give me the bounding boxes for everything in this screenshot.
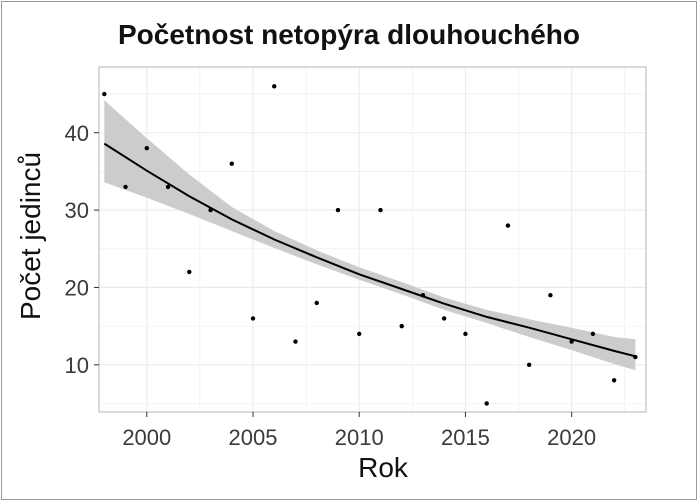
y-tick-label: 30 <box>65 198 89 223</box>
data-point <box>590 331 596 337</box>
data-point <box>187 269 192 275</box>
data-point <box>420 292 426 298</box>
data-point <box>399 323 404 329</box>
data-point <box>505 223 511 228</box>
data-point <box>293 339 298 344</box>
data-point <box>526 362 532 368</box>
data-point <box>611 378 617 383</box>
data-point <box>123 184 128 190</box>
data-point <box>441 316 447 321</box>
data-point <box>272 84 277 89</box>
data-point <box>335 207 341 213</box>
x-tick-label: 2005 <box>229 425 278 450</box>
y-tick-label: 10 <box>65 353 89 378</box>
data-points <box>102 84 638 406</box>
plot-panel <box>98 66 647 413</box>
data-point <box>102 91 107 97</box>
data-point <box>548 292 553 298</box>
data-point <box>165 184 171 190</box>
chart-title: Početnost netopýra dlouhouchého <box>118 19 580 50</box>
data-point <box>144 146 149 151</box>
x-tick-label: 2000 <box>122 425 171 450</box>
data-point <box>314 300 319 306</box>
confidence-band <box>104 100 636 371</box>
x-axis-label: Rok <box>358 452 409 483</box>
y-tick-label: 20 <box>65 275 89 300</box>
data-point <box>484 401 489 406</box>
data-point <box>378 207 383 213</box>
y-axis-label: Počet jedinců <box>15 152 46 320</box>
y-tick-label: 40 <box>65 121 89 146</box>
x-tick-label: 2015 <box>441 425 490 450</box>
x-axis-ticks: 2000 2005 2010 2015 2020 <box>122 412 596 450</box>
data-point <box>250 316 256 321</box>
data-point <box>633 354 638 360</box>
x-tick-label: 2010 <box>335 425 384 450</box>
trend-line <box>103 142 636 358</box>
data-point <box>357 331 362 337</box>
data-point <box>208 207 213 213</box>
y-axis-ticks: 10 20 30 40 <box>65 121 99 378</box>
data-point <box>463 331 468 337</box>
data-point <box>569 339 574 344</box>
x-tick-label: 2020 <box>547 425 596 450</box>
grid-lines <box>99 67 646 412</box>
data-point <box>229 161 234 166</box>
